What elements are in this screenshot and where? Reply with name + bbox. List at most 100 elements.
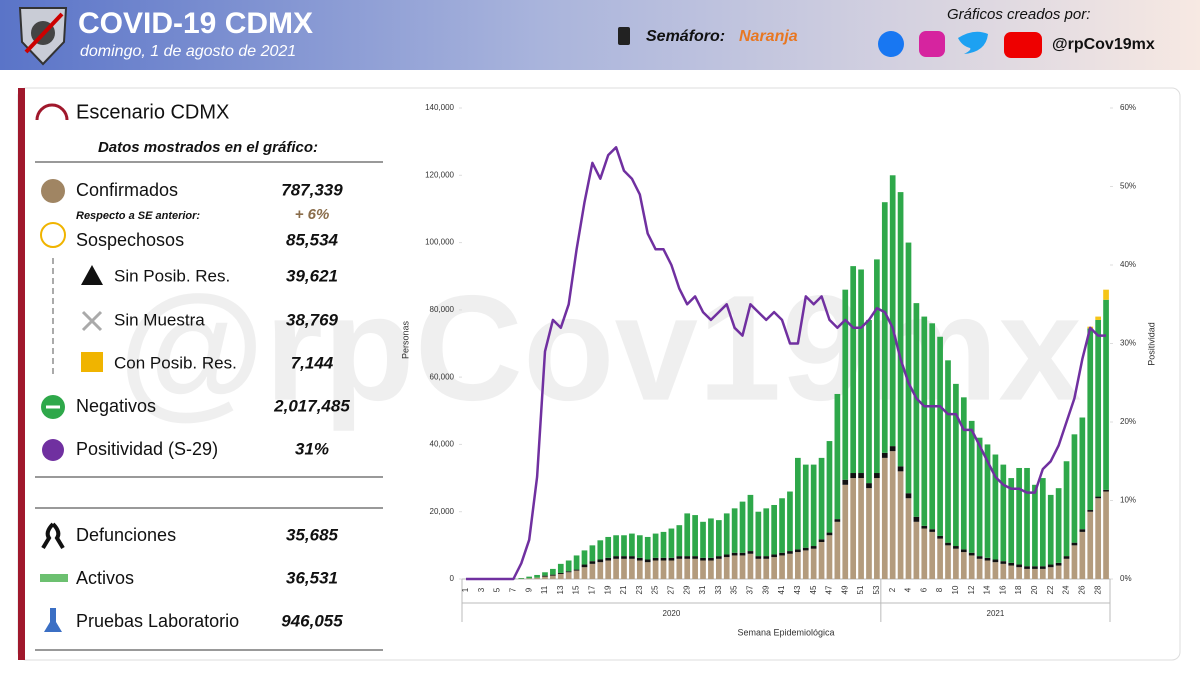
x-tick-label: 33 xyxy=(714,585,723,594)
row-label: Activos xyxy=(76,568,134,588)
bar-segment xyxy=(968,552,975,556)
bar-segment xyxy=(834,521,841,579)
y-tick-label: 20,000 xyxy=(430,507,455,516)
bar-segment xyxy=(874,473,880,479)
x-tick-label: 25 xyxy=(651,585,660,594)
bar-segment xyxy=(953,383,959,547)
bar-segment xyxy=(818,457,825,540)
bar-segment xyxy=(565,560,572,572)
x-tick-label: 35 xyxy=(730,585,739,594)
bar-segment xyxy=(1071,542,1078,546)
bar-segment xyxy=(692,556,698,559)
x-tick-label: 51 xyxy=(856,585,865,594)
bar-segment xyxy=(763,558,770,579)
bar-segment xyxy=(573,569,580,571)
y2-tick-label: 40% xyxy=(1120,260,1136,269)
bar-segment xyxy=(960,552,967,579)
bar-segment xyxy=(921,528,928,579)
youtube-icon[interactable] xyxy=(1004,32,1042,58)
twitter-icon[interactable] xyxy=(958,31,988,54)
bar-segment xyxy=(1000,563,1007,579)
bar-segment xyxy=(605,557,612,561)
bar-segment xyxy=(810,464,817,547)
bar-segment xyxy=(668,528,675,558)
x-tick-label: 15 xyxy=(572,585,581,594)
bar-segment xyxy=(1087,328,1094,511)
bar-segment xyxy=(1079,417,1086,530)
bar-segment xyxy=(826,532,833,536)
x-tick-label: 11 xyxy=(540,585,549,594)
bar-segment xyxy=(1016,567,1022,579)
bar-segment xyxy=(636,535,643,558)
logo-slash xyxy=(24,12,64,54)
bar-segment xyxy=(889,451,896,579)
x-tick-label: 12 xyxy=(967,585,976,594)
bar-segment xyxy=(834,393,841,520)
y-tick-label: 140,000 xyxy=(425,103,454,112)
bar-segment xyxy=(1000,464,1007,562)
bar-segment xyxy=(1047,564,1054,568)
bar-segment xyxy=(1000,561,1007,564)
x-tick-label: 39 xyxy=(761,585,770,594)
handle[interactable]: @rpCov19mx xyxy=(1052,36,1155,53)
bar-segment xyxy=(629,558,635,579)
bar-segment xyxy=(818,539,825,542)
bar-segment xyxy=(779,552,785,556)
facebook-icon[interactable] xyxy=(878,31,904,57)
x-tick-label: 16 xyxy=(998,585,1007,594)
bar-segment xyxy=(684,556,691,559)
bar-segment xyxy=(992,562,999,579)
header-title: COVID-19 CDMX xyxy=(78,7,313,40)
line-series xyxy=(466,146,1106,581)
bar-segment xyxy=(1087,510,1094,512)
bar-segment xyxy=(589,563,596,579)
bar-segment xyxy=(526,578,533,579)
instagram-icon[interactable] xyxy=(919,31,945,57)
bar-segment xyxy=(542,572,548,576)
bar-segment xyxy=(668,560,675,579)
row-value: 7,144 xyxy=(291,353,334,372)
bar-segment xyxy=(652,557,659,561)
bar-segment xyxy=(1039,478,1046,567)
bar-segment xyxy=(1095,319,1101,497)
bar-segment xyxy=(1071,545,1078,579)
bar-segment xyxy=(802,464,809,548)
row-value: 35,685 xyxy=(286,525,339,544)
chart: Personas Positividad Semana Epidemiológi… xyxy=(400,103,1156,637)
y-tick-label: 40,000 xyxy=(430,440,455,449)
bar-segment xyxy=(842,479,849,485)
semaforo-label: Semáforo: xyxy=(646,28,725,45)
bar-segment xyxy=(889,175,896,447)
icon-warning xyxy=(81,265,103,285)
bar-segment xyxy=(976,437,983,557)
bar-segment xyxy=(629,556,635,559)
x-tick-label: 17 xyxy=(587,585,596,594)
bar-segment xyxy=(905,493,912,499)
card-accent xyxy=(18,88,25,660)
bar-segment xyxy=(802,550,809,579)
row-label: Con Posib. Res. xyxy=(114,353,237,372)
x-tick-label: 18 xyxy=(1014,585,1023,594)
bar-segment xyxy=(676,525,683,557)
bar-segment xyxy=(1047,494,1054,565)
bar-segment xyxy=(660,557,667,561)
panel-title: Escenario CDMX xyxy=(76,101,229,123)
note-label: Respecto a SE anterior: xyxy=(76,210,200,222)
panel: Escenario CDMX Datos mostrados en el grá… xyxy=(35,101,383,651)
bar-segment xyxy=(565,572,572,579)
bar-segment xyxy=(589,561,596,564)
bar-segment xyxy=(518,577,525,579)
bar-segment xyxy=(787,551,793,554)
bar-segment xyxy=(723,513,730,555)
bar-segment xyxy=(1008,478,1015,563)
bar-segment xyxy=(1047,567,1054,579)
year-label: 2020 xyxy=(663,609,681,618)
bar-segment xyxy=(850,473,857,479)
gauge-icon xyxy=(35,103,69,121)
bar-segment xyxy=(802,547,809,551)
bar-segment xyxy=(905,498,912,579)
bar-segment xyxy=(945,360,951,543)
bar-segment xyxy=(636,560,643,579)
bar-segment xyxy=(771,504,777,555)
